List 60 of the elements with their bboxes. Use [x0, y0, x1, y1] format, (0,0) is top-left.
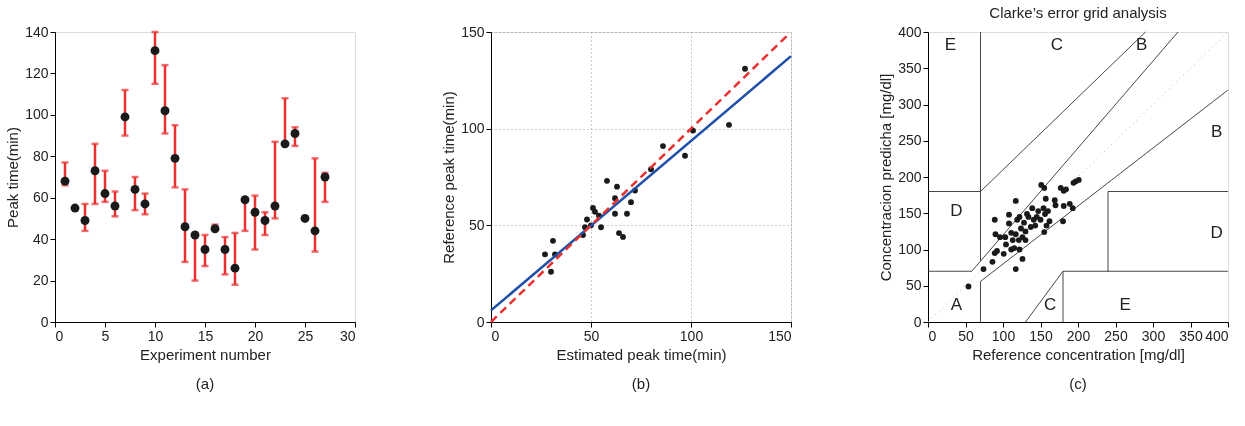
y-tick-label: 80: [32, 147, 49, 164]
y-tick-label: 50: [905, 277, 922, 294]
x-tick-label: 150: [1029, 327, 1053, 344]
x-tick-label: 300: [1141, 327, 1166, 344]
y-tick-label: 120: [25, 64, 49, 81]
y-tick-label: 50: [468, 216, 485, 233]
x-tick-label: 5: [101, 327, 110, 344]
x-tick-label: 0: [491, 327, 500, 344]
annotation: E: [1119, 295, 1131, 315]
y-tick-label: 40: [32, 230, 49, 247]
y-tick-label: 20: [32, 272, 49, 289]
x-tick-label: 100: [679, 327, 704, 344]
text: (a): [195, 375, 215, 392]
text: (c): [1069, 375, 1087, 392]
x-tick-label: 250: [1104, 327, 1128, 344]
x-tick-label: 350: [1179, 327, 1203, 344]
y-axis-title: Peak time(min): [4, 127, 22, 228]
y-tick-label: 200: [898, 168, 922, 185]
annotation: C: [1044, 295, 1057, 315]
x-tick-label: 50: [958, 327, 974, 344]
annotation: B: [1136, 35, 1148, 55]
annotation: D: [1210, 222, 1223, 242]
x-tick-label: 200: [1066, 327, 1091, 344]
text: (b): [631, 375, 651, 392]
y-tick-label: 100: [461, 120, 485, 137]
y-tick-label: 100: [25, 106, 49, 123]
annotation: E: [944, 35, 957, 55]
x-tick-label: 400: [1205, 327, 1229, 344]
y-tick-label: 400: [898, 23, 922, 40]
x-tick-label: 25: [297, 327, 314, 344]
y-tick-label: 0: [913, 313, 922, 330]
annotation: C: [1050, 35, 1064, 55]
y-tick-label: 150: [898, 204, 922, 221]
annotation: A: [950, 295, 963, 315]
x-tick-label: 150: [768, 327, 792, 344]
x-tick-label: 15: [197, 327, 214, 344]
y-tick-label: 100: [898, 241, 922, 257]
x-tick-label: 0: [55, 327, 64, 344]
y-tick-label: 300: [898, 96, 922, 112]
annotation: B: [1211, 122, 1223, 142]
y-tick-label: 0: [40, 313, 49, 330]
x-tick-label: 20: [247, 327, 264, 344]
y-tick-label: 60: [32, 189, 49, 206]
chart-title: Clarke’s error grid analysis: [989, 4, 1167, 21]
x-axis-title: Experiment number: [140, 345, 271, 363]
x-tick-label: 30: [339, 327, 356, 344]
y-axis-title: Concentracion predicha [mg/dl]: [877, 73, 895, 282]
y-tick-label: 250: [898, 132, 922, 149]
y-tick-label: 150: [461, 23, 485, 40]
x-axis-title: Reference concentration [mg/dl]: [972, 345, 1185, 363]
y-tick-label: 0: [476, 313, 485, 330]
x-axis-title: Estimated peak time(min): [556, 345, 727, 363]
x-tick-label: 50: [583, 327, 600, 344]
x-tick-label: 0: [928, 327, 937, 344]
y-tick-label: 140: [25, 23, 49, 40]
y-tick-label: 350: [898, 59, 922, 76]
x-tick-label: 100: [991, 327, 1016, 344]
annotation: D: [950, 201, 963, 221]
y-axis-title: Reference peak time(min): [440, 91, 458, 264]
x-tick-label: 10: [147, 327, 164, 344]
